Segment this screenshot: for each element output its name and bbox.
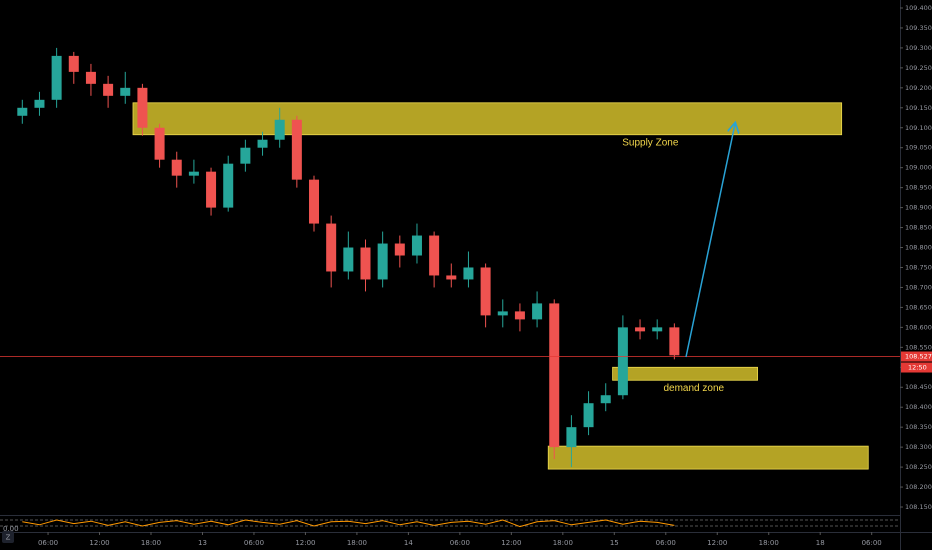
projection-arrow	[685, 124, 735, 358]
candle-body	[377, 243, 388, 280]
candle-body	[223, 163, 234, 208]
y-tick-label: 108.800	[905, 244, 932, 252]
reset-label[interactable]: Z	[6, 534, 11, 542]
y-tick-label: 109.200	[905, 84, 932, 92]
y-tick-label: 109.300	[905, 44, 932, 52]
y-tick-label: 108.600	[905, 323, 932, 331]
x-tick-label: 06:00	[656, 539, 676, 547]
zone	[132, 102, 843, 136]
candle-body	[154, 127, 165, 160]
x-tick-label: 06:00	[38, 539, 58, 547]
candle-body	[85, 71, 96, 84]
candle-body	[652, 327, 663, 332]
x-tick-label: 12:00	[295, 539, 315, 547]
candle-body	[394, 243, 405, 256]
x-tick-label: 18:00	[759, 539, 779, 547]
zone-label: Supply Zone	[622, 137, 679, 148]
candle-body	[240, 147, 251, 164]
candle-body	[411, 235, 422, 256]
zone-label: demand zone	[663, 383, 724, 394]
x-tick-label: 18	[816, 539, 825, 547]
candle-body	[463, 267, 474, 280]
candle-body	[309, 179, 320, 224]
y-tick-label: 109.000	[905, 164, 932, 172]
candle-body	[669, 327, 680, 356]
candle-body	[291, 119, 302, 180]
candle-body	[17, 107, 28, 116]
x-tick-label: 15	[610, 539, 619, 547]
y-tick-label: 108.750	[905, 263, 932, 271]
candle-body	[480, 267, 491, 316]
x-tick-label: 12:00	[707, 539, 727, 547]
x-tick-label: 18:00	[141, 539, 161, 547]
y-tick-label: 108.450	[905, 383, 932, 391]
x-tick-label: 18:00	[347, 539, 367, 547]
candle-body	[514, 311, 525, 320]
y-tick-label: 108.150	[905, 503, 932, 511]
x-tick-label: 06:00	[244, 539, 264, 547]
candle-body	[103, 83, 114, 96]
indicator-line	[22, 519, 675, 528]
last-price-box	[901, 351, 932, 362]
x-tick-label: 12:00	[89, 539, 109, 547]
y-tick-label: 109.250	[905, 64, 932, 72]
candle-body	[326, 223, 337, 272]
y-tick-label: 108.700	[905, 283, 932, 291]
y-tick-label: 109.150	[905, 104, 932, 112]
candle-body	[600, 395, 611, 404]
candle-body	[137, 87, 148, 128]
candle-body	[429, 235, 440, 276]
candle-body	[360, 247, 371, 280]
y-tick-label: 108.300	[905, 443, 932, 451]
candle-body	[532, 303, 543, 320]
candle-body	[583, 403, 594, 428]
y-tick-label: 108.550	[905, 343, 932, 351]
countdown-label: 12:50	[908, 364, 927, 372]
candle-body	[446, 275, 457, 280]
y-tick-label: 108.200	[905, 483, 932, 491]
countdown-box	[901, 362, 932, 373]
candle-body	[635, 327, 646, 332]
y-tick-label: 109.400	[905, 4, 932, 12]
candle-body	[171, 159, 182, 176]
reset-button[interactable]	[2, 531, 14, 543]
y-tick-label: 108.850	[905, 224, 932, 232]
candle-body	[51, 55, 62, 100]
indicator-label: 0.00	[3, 525, 19, 533]
y-tick-label: 108.350	[905, 423, 932, 431]
x-tick-label: 18:00	[553, 539, 573, 547]
candle-body	[549, 303, 560, 448]
y-tick-label: 109.100	[905, 124, 932, 132]
candle-body	[617, 327, 628, 396]
candle-body	[68, 55, 79, 72]
y-tick-label: 108.250	[905, 463, 932, 471]
candle-body	[188, 171, 199, 176]
candle-body	[257, 139, 268, 148]
zone	[612, 366, 758, 381]
last-price-label: 108.527	[905, 353, 932, 361]
candle-body	[34, 99, 45, 108]
x-tick-label: 06:00	[862, 539, 882, 547]
y-tick-label: 108.400	[905, 403, 932, 411]
y-tick-label: 108.650	[905, 303, 932, 311]
y-tick-label: 109.050	[905, 144, 932, 152]
candle-body	[343, 247, 354, 272]
x-tick-label: 14	[404, 539, 413, 547]
x-tick-label: 13	[198, 539, 207, 547]
zone	[547, 445, 869, 470]
candle-body	[274, 119, 285, 140]
candle-body	[120, 87, 131, 96]
candle-body	[497, 311, 508, 316]
x-tick-label: 12:00	[501, 539, 521, 547]
plot-layer: Supply Zone demand zone	[0, 47, 900, 528]
candle-body	[206, 171, 217, 208]
x-tick-label: 06:00	[450, 539, 470, 547]
candle-body	[566, 427, 577, 448]
y-tick-label: 108.900	[905, 204, 932, 212]
y-tick-label: 108.950	[905, 184, 932, 192]
y-tick-label: 109.350	[905, 24, 932, 32]
